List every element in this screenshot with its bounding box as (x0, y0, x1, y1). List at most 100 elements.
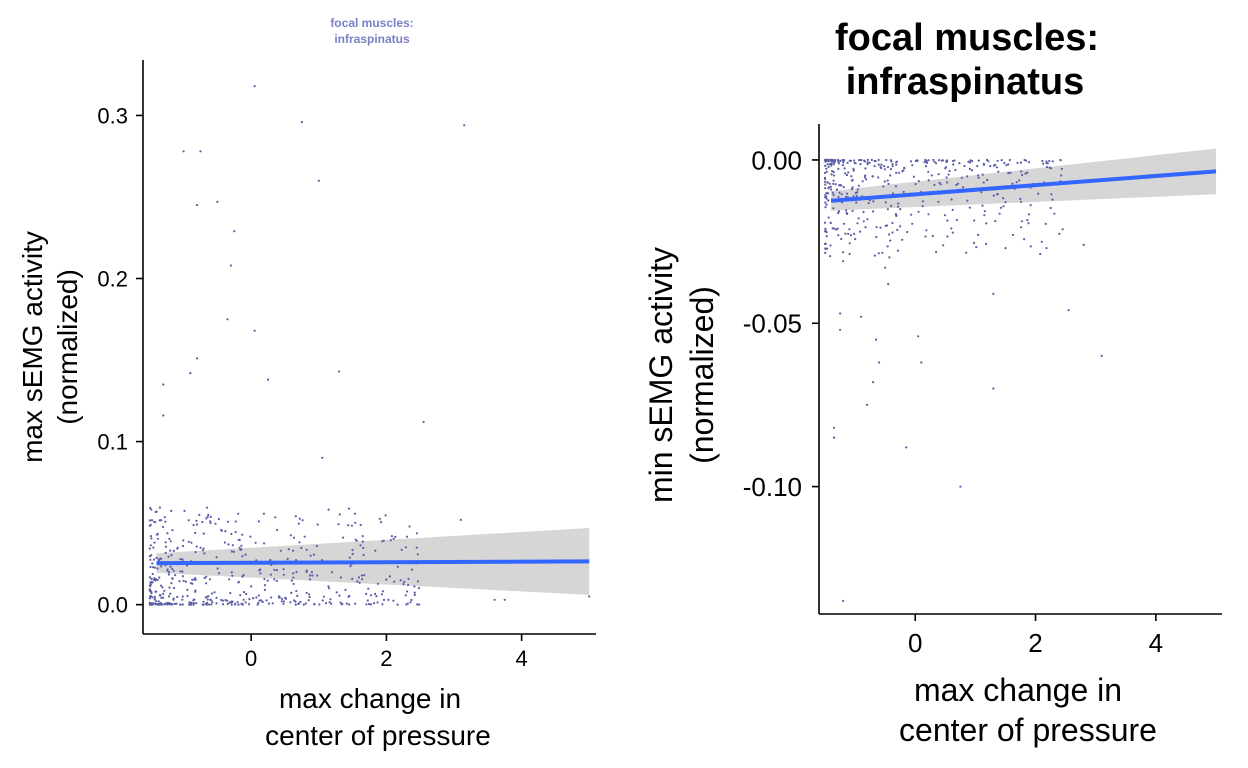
data-point (847, 171, 850, 174)
data-point (381, 590, 385, 593)
data-point (160, 603, 163, 606)
data-point (1008, 158, 1012, 162)
data-point (158, 602, 161, 605)
data-point (855, 201, 858, 204)
data-point (1020, 226, 1023, 229)
data-point (885, 158, 888, 162)
data-point (1100, 354, 1103, 357)
data-point (150, 508, 153, 511)
data-point (290, 579, 293, 582)
data-point (416, 603, 419, 606)
data-point (986, 178, 989, 182)
data-point (980, 191, 983, 194)
data-point (259, 572, 262, 575)
data-point (824, 206, 827, 209)
data-point (169, 549, 172, 552)
data-point (847, 232, 850, 235)
data-point (924, 235, 927, 238)
data-point (1045, 160, 1048, 163)
data-point (868, 161, 871, 164)
data-point (327, 585, 330, 588)
data-point (416, 553, 419, 556)
data-point (247, 603, 251, 606)
x-tick-label: 2 (380, 646, 392, 671)
data-point (885, 224, 889, 227)
data-point (855, 194, 858, 198)
data-point (935, 251, 938, 254)
data-point (837, 160, 840, 163)
data-point (160, 557, 163, 560)
data-point (267, 602, 271, 605)
data-point (996, 193, 999, 196)
data-point (956, 182, 960, 185)
x-ticks: 0 2 4 (245, 634, 528, 671)
data-point (190, 541, 193, 544)
data-point (289, 601, 292, 604)
data-point (951, 231, 954, 234)
data-point (406, 602, 409, 605)
data-point (1002, 205, 1005, 208)
data-point (388, 575, 391, 578)
data-point (211, 601, 214, 604)
data-point (201, 549, 204, 552)
data-point (229, 264, 232, 267)
data-point (298, 517, 301, 520)
data-point (825, 170, 828, 173)
data-point (168, 537, 171, 541)
data-point (338, 594, 341, 597)
data-point (1051, 198, 1054, 201)
data-point (160, 596, 163, 599)
data-point (390, 535, 393, 538)
data-point (875, 225, 878, 229)
y-tick-label: 0.00 (751, 145, 802, 175)
data-point (231, 544, 234, 547)
chart-title-line-2: infraspinatus (334, 32, 410, 46)
data-point (150, 595, 153, 598)
data-point (163, 589, 166, 592)
data-point (267, 378, 270, 381)
data-point (355, 539, 358, 542)
data-point (1048, 166, 1051, 169)
data-point (375, 595, 378, 598)
data-point (999, 206, 1003, 209)
data-point (152, 566, 155, 569)
data-point (843, 167, 846, 170)
data-point (298, 541, 301, 544)
y-tick-label: 0.2 (97, 266, 128, 291)
data-point (372, 602, 376, 605)
data-point (206, 598, 209, 601)
data-point (259, 568, 262, 571)
data-point (895, 171, 898, 174)
data-point (853, 232, 856, 235)
data-point (823, 176, 827, 179)
data-point (877, 252, 880, 255)
data-point (897, 202, 900, 205)
data-point (992, 194, 995, 197)
data-point (416, 580, 419, 583)
data-point (347, 524, 350, 527)
data-point (830, 164, 833, 167)
data-point (171, 529, 174, 532)
data-point (273, 578, 276, 581)
data-point (294, 603, 297, 606)
data-point (164, 545, 167, 548)
data-point (997, 170, 1000, 173)
data-point (941, 159, 945, 162)
data-point (883, 180, 886, 183)
data-point (189, 372, 192, 375)
data-point (973, 219, 976, 222)
data-point (975, 246, 978, 249)
data-point (823, 242, 827, 246)
data-point (257, 601, 260, 605)
data-point (361, 540, 364, 543)
data-point (360, 574, 363, 577)
data-point (1027, 161, 1031, 164)
data-point (851, 178, 854, 181)
data-point (337, 523, 340, 526)
data-point (150, 577, 153, 580)
data-point (966, 175, 969, 178)
data-point (236, 601, 239, 604)
data-point (955, 218, 959, 222)
data-point (826, 181, 829, 184)
data-point (914, 183, 917, 186)
